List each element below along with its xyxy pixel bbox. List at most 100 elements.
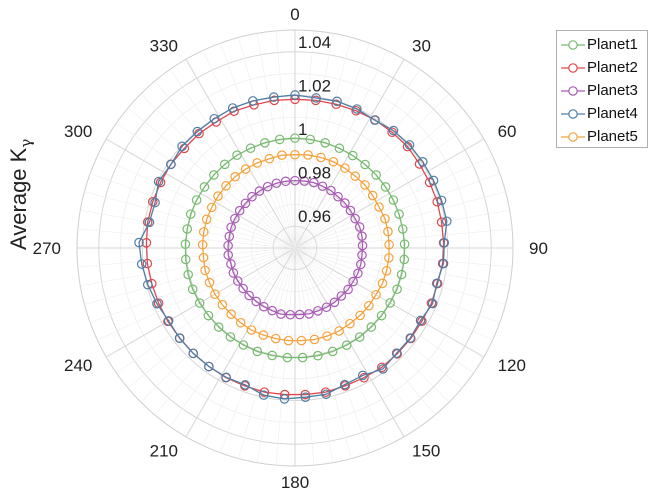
data-point-planet3 [290, 175, 300, 186]
data-point-planet1 [203, 310, 214, 321]
data-point-planet4 [439, 237, 450, 248]
angular-minor-grid-line [294, 247, 388, 446]
data-point-planet5 [206, 202, 217, 213]
angular-minor-grid-line [294, 247, 370, 453]
data-point-planet1 [245, 143, 256, 154]
data-point-planet4 [339, 379, 350, 390]
data-point-planet5 [345, 318, 355, 329]
angle-tick-label: 300 [64, 122, 92, 141]
legend-label: Planet2 [587, 59, 638, 76]
data-point-planet4 [290, 90, 300, 100]
angular-grid-line [105, 247, 296, 358]
legend-circle [568, 63, 578, 73]
radial-tick-label: 0.98 [298, 164, 331, 183]
data-point-planet5 [384, 239, 394, 250]
data-point-planet5 [364, 300, 374, 311]
data-point-planet5 [252, 158, 262, 168]
legend-circle [568, 132, 578, 142]
data-point-planet3 [240, 198, 251, 209]
data-point-planet4 [441, 216, 452, 227]
data-point-planet3 [285, 309, 296, 320]
data-point-planet3 [317, 181, 328, 192]
data-point-planet1 [399, 239, 410, 249]
data-point-planet5 [360, 180, 370, 190]
data-point-planet4 [142, 279, 153, 290]
legend-item-planet4: Planet4 [557, 103, 649, 126]
data-point-planet5 [258, 330, 269, 340]
data-point-planet1 [334, 143, 345, 154]
data-point-planet4 [204, 361, 214, 372]
data-point-planet1 [320, 138, 330, 148]
data-point-planet1 [366, 322, 377, 332]
data-point-planet4 [177, 141, 187, 152]
y-axis-label-main: Average K [6, 147, 31, 250]
data-point-planet5 [204, 277, 215, 288]
data-point-planet2 [359, 372, 369, 383]
data-point-planet4 [192, 126, 203, 137]
axis-labels: 0.96 0.98 1 1.02 1.04 0 30 60 90 120 150 180 210 240 2… [33, 5, 548, 492]
data-point-planet4 [428, 175, 439, 186]
data-point-planet1 [183, 269, 193, 280]
data-point-planet3 [340, 198, 350, 208]
legend-label: Planet5 [587, 128, 638, 145]
data-point-planet3 [244, 290, 254, 301]
data-point-planet3 [353, 268, 363, 279]
legend-item-planet3: Planet3 [557, 80, 649, 103]
data-point-planet3 [226, 222, 236, 233]
data-point-planet4 [240, 380, 250, 390]
data-point-planet1 [232, 150, 242, 160]
data-point-planet4 [221, 372, 232, 383]
legend-circle [568, 109, 578, 119]
data-point-planet5 [264, 153, 275, 164]
data-point-planet1 [388, 195, 399, 205]
data-point-planet3 [333, 191, 343, 202]
legend-item-planet5: Planet5 [557, 126, 649, 149]
data-point-planet3 [345, 205, 356, 216]
data-point-planet5 [322, 331, 332, 341]
data-point-planet5 [383, 226, 393, 237]
data-point-planet1 [180, 254, 191, 265]
angular-minor-grid-line [116, 247, 296, 374]
angular-minor-grid-line [97, 247, 296, 341]
angle-tick-label: 90 [529, 239, 548, 258]
data-point-planet5 [334, 326, 344, 336]
data-point-planet3 [262, 181, 273, 192]
data-point-planet5 [221, 181, 231, 191]
data-point-planet3 [230, 213, 240, 224]
data-point-planet4 [332, 96, 342, 107]
data-point-planet1 [260, 138, 270, 148]
angle-tick-label: 270 [33, 239, 61, 258]
data-point-planet2 [376, 362, 387, 373]
data-point-planet1 [347, 150, 358, 161]
legend-item-planet2: Planet2 [557, 57, 649, 80]
data-point-planet4 [279, 394, 290, 404]
data-point-planet3 [357, 240, 368, 251]
data-point-planet1 [267, 350, 277, 361]
data-point-planet5 [380, 213, 390, 224]
angular-minor-grid-line [238, 247, 296, 459]
data-point-planet5 [328, 156, 339, 167]
data-point-planet3 [228, 268, 239, 278]
series-line-planet5 [201, 154, 390, 342]
legend-circle [568, 40, 578, 50]
data-point-planet3 [271, 178, 282, 189]
data-point-planet1 [191, 195, 202, 205]
data-point-planet1 [185, 209, 196, 219]
data-point-planet3 [354, 222, 365, 232]
legend-item-planet1: Planet1 [557, 34, 649, 57]
legend-marker [561, 86, 585, 96]
data-point-planet4 [321, 389, 331, 400]
data-point-planet5 [374, 202, 384, 212]
angular-minor-grid-line [169, 247, 296, 427]
data-point-planet3 [343, 284, 353, 295]
data-point-planet3 [313, 306, 323, 316]
data-point-planet4 [188, 348, 199, 359]
data-point-planet1 [199, 182, 210, 192]
data-point-planet5 [316, 152, 326, 163]
data-point-planet1 [305, 134, 316, 145]
data-point-planet2 [269, 95, 280, 106]
legend-label: Planet1 [587, 36, 638, 53]
data-point-planet2 [417, 316, 427, 327]
data-point-planet1 [385, 298, 395, 308]
